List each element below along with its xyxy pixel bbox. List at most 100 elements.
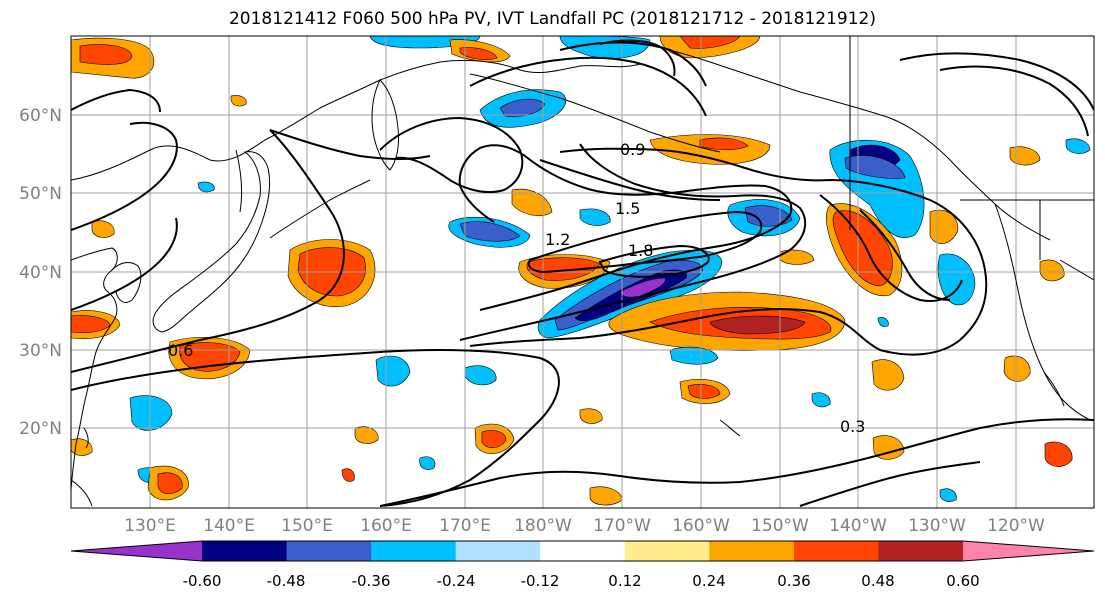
colorbar-segment xyxy=(793,541,879,561)
latitude-labels: 20°N 30°N 40°N 50°N 60°N xyxy=(19,106,62,439)
colorbar-segment xyxy=(202,541,288,561)
shade-red-g-inner xyxy=(157,472,183,495)
map-frame xyxy=(70,35,1095,509)
cbar-label-p024: 0.24 xyxy=(692,572,725,590)
contour-west-low xyxy=(71,217,178,311)
lon-label-140e: 140°E xyxy=(203,516,255,536)
shade-blue-f xyxy=(197,181,215,193)
shade-red-l xyxy=(1039,259,1065,282)
cbar-label-m012: -0.12 xyxy=(521,572,560,590)
shade-red-nepac xyxy=(832,210,893,287)
shade-red-o xyxy=(230,95,247,107)
contour-nw-ring xyxy=(71,88,161,113)
contour-0.3-se xyxy=(799,461,981,507)
lon-label-130e: 130°E xyxy=(124,516,176,536)
contour-0.9-a xyxy=(459,143,807,341)
coast-korea xyxy=(111,262,142,303)
shade-blue-g xyxy=(419,456,436,470)
cbar-label-m060: -0.60 xyxy=(183,572,222,590)
contour-west-mid xyxy=(71,121,178,231)
pv-contours xyxy=(71,39,1094,507)
lat-label-20n: 20°N xyxy=(19,419,62,439)
lat-label-50n: 50°N xyxy=(19,184,62,204)
contour-0.6-jet xyxy=(469,147,988,356)
ctr-label-1.5: 1.5 xyxy=(615,199,640,218)
contour-1.5 xyxy=(527,210,763,274)
lat-label-40n: 40°N xyxy=(19,263,62,283)
shade-blue-e xyxy=(579,208,611,226)
contour-north-ring1 xyxy=(469,56,707,117)
cbar-label-m048: -0.48 xyxy=(267,572,306,590)
lon-label-170e: 170°E xyxy=(439,516,491,536)
coast-asia xyxy=(71,59,641,181)
colorbar-outline xyxy=(70,540,1095,562)
contour-0.3-south xyxy=(379,418,1094,507)
shade-red-h xyxy=(354,426,379,444)
contour-goa-trough2 xyxy=(859,209,951,301)
contour-value-labels: 0.3 0.6 0.9 1.2 1.5 1.8 xyxy=(168,140,865,436)
coast-philippines xyxy=(71,479,93,507)
shade-red-q xyxy=(341,468,355,482)
shade-orange-midpac xyxy=(511,188,553,216)
contour-0.9-b xyxy=(539,159,721,201)
contour-0.6-west xyxy=(71,129,345,373)
contour-kamchatka-ring xyxy=(379,116,524,194)
shade-red-e xyxy=(1044,441,1073,467)
ctr-label-1.2: 1.2 xyxy=(545,230,570,249)
shaded-anomalies xyxy=(71,36,1091,506)
shade-royal-midpac xyxy=(459,221,521,242)
shade-blue-j xyxy=(939,488,957,502)
coast-baja xyxy=(1043,371,1065,407)
coast-alaska xyxy=(619,39,1051,241)
map-panel: 0.3 0.6 0.9 1.2 1.5 1.8 xyxy=(71,36,1094,508)
shade-red-m xyxy=(1009,146,1041,166)
cbar-label-p036: 0.36 xyxy=(777,572,810,590)
shade-blue-i xyxy=(811,392,831,408)
coast-hawaii xyxy=(719,419,741,437)
shade-purple-jet xyxy=(619,277,666,298)
colorbar-extend-high xyxy=(963,541,1094,561)
coast-na-west xyxy=(994,203,1091,421)
coastlines xyxy=(71,36,1094,507)
shade-blue-a xyxy=(375,355,411,387)
cbar-label-m036: -0.36 xyxy=(352,572,391,590)
coast-japan xyxy=(152,151,271,333)
coast-taiwan xyxy=(83,427,89,449)
ctr-label-0.3: 0.3 xyxy=(840,417,865,436)
shade-royal-goa xyxy=(844,155,906,179)
lon-label-160e: 160°E xyxy=(360,516,412,536)
coast-kuril xyxy=(269,179,371,239)
colorbar-tick-labels: -0.60 -0.48 -0.36 -0.24 -0.12 0.12 0.24 … xyxy=(183,572,980,590)
lon-label-130w: 130°W xyxy=(908,516,966,536)
shade-red-d xyxy=(1003,355,1031,382)
contour-ne-ring2 xyxy=(939,65,1089,137)
lat-label-30n: 30°N xyxy=(19,341,62,361)
shade-blue-d xyxy=(669,346,719,365)
lon-label-140w: 140°W xyxy=(829,516,887,536)
map-title: 2018121412 F060 500 hPa PV, IVT Landfall… xyxy=(228,9,876,29)
colorbar xyxy=(70,540,1095,562)
cbar-label-p060: 0.60 xyxy=(946,572,979,590)
lon-label-170w: 170°W xyxy=(593,516,651,536)
colorbar-segment xyxy=(624,541,710,561)
cbar-label-p048: 0.48 xyxy=(861,572,894,590)
contour-1.8 xyxy=(598,244,710,278)
coast-kamchatka xyxy=(371,79,399,171)
lat-label-60n: 60°N xyxy=(19,106,62,126)
shade-red-b-inner xyxy=(687,384,721,399)
colorbar-segment xyxy=(455,541,541,561)
coast-aleutian xyxy=(469,73,721,153)
contour-ne-ring xyxy=(899,52,1094,111)
coast-sakhalin xyxy=(235,149,243,213)
shade-red-kamchatka xyxy=(459,47,498,60)
ctr-label-0.9: 0.9 xyxy=(620,140,645,159)
colorbar-extend-low xyxy=(71,541,202,561)
colorbar-segment xyxy=(371,541,457,561)
contour-goa-trough xyxy=(819,194,963,302)
lon-label-120w: 120°W xyxy=(987,516,1045,536)
contour-north-ring3 xyxy=(599,39,676,77)
contour-0.3-west xyxy=(71,349,560,507)
coast-borders xyxy=(849,36,1094,281)
shade-blue-l xyxy=(1065,138,1091,154)
